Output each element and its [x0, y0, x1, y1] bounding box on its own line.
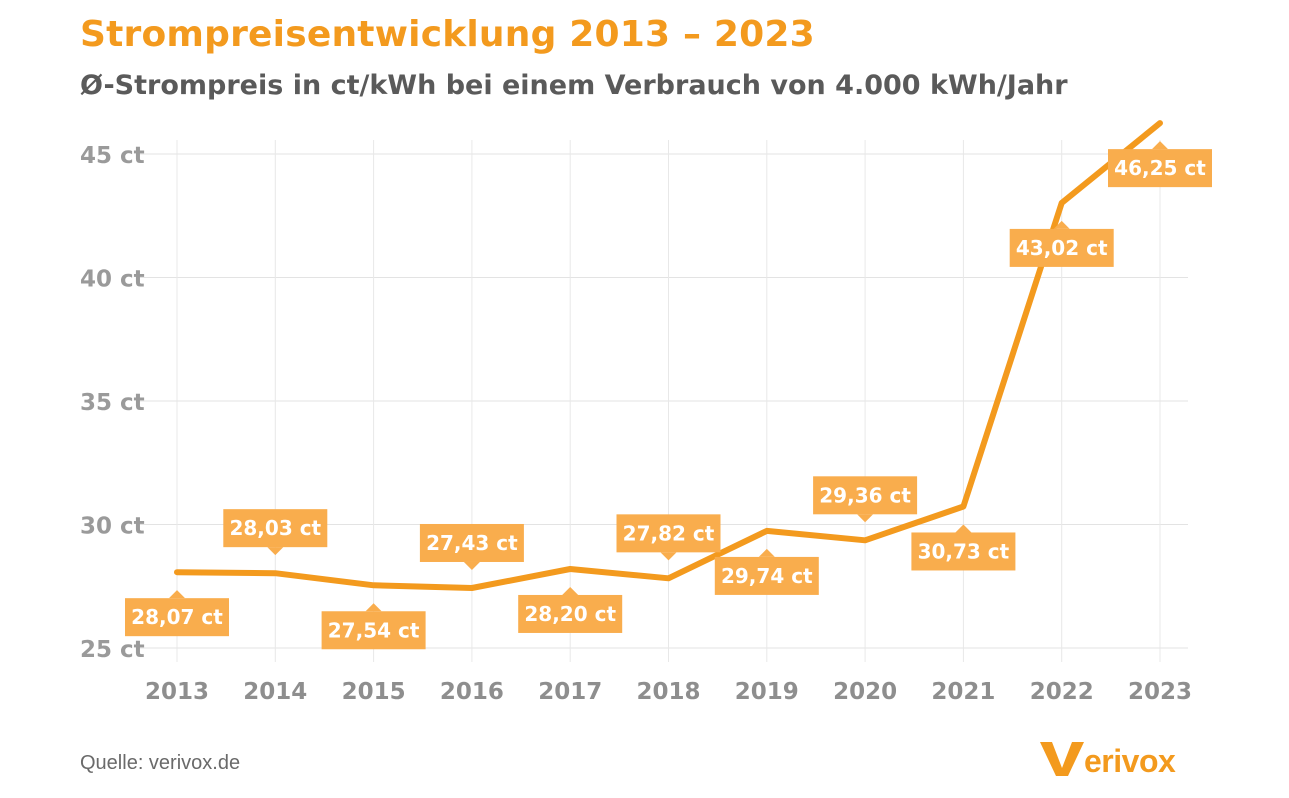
data-label-text: 30,73 ct: [918, 539, 1010, 563]
data-label-pointer: [955, 524, 972, 533]
gridlines: [140, 140, 1188, 662]
chart-title: Strompreisentwicklung 2013 – 2023: [80, 14, 815, 55]
data-label-pointer: [365, 603, 382, 612]
logo-v-mark: [1040, 742, 1084, 776]
data-label-pointer: [1053, 220, 1070, 229]
x-tick-label: 2013: [145, 679, 209, 705]
data-label-text: 27,43 ct: [426, 531, 518, 555]
data-label-text: 43,02 ct: [1016, 236, 1108, 260]
series-line-path: [174, 120, 1163, 591]
x-tick-label: 2014: [243, 679, 307, 705]
data-label-text: 46,25 ct: [1114, 156, 1206, 180]
data-label-pointer: [857, 514, 874, 523]
data-label-pointer: [758, 548, 775, 557]
data-label-text: 28,20 ct: [524, 602, 616, 626]
data-label-box: [419, 523, 524, 562]
data-label-box: [813, 476, 918, 515]
data-label: 27,82 ct: [616, 514, 721, 561]
data-label-box: [616, 514, 721, 553]
data-label-text: 27,54 ct: [328, 618, 420, 642]
chart-subtitle: Ø-Strompreis in ct/kWh bei einem Verbrau…: [80, 70, 1068, 101]
series-line: [174, 120, 1163, 591]
data-label: 46,25 ct: [1108, 141, 1212, 188]
data-label: 30,73 ct: [911, 524, 1016, 571]
data-label-box: [1009, 228, 1114, 267]
verivox-logo: erivox: [1040, 742, 1176, 779]
data-label-box: [911, 532, 1016, 571]
data-label-pointer: [1152, 141, 1168, 150]
y-tick-label: 30 ct: [80, 514, 145, 540]
x-tick-label: 2023: [1128, 679, 1192, 705]
data-label-pointer: [267, 547, 284, 556]
data-label-pointer: [169, 590, 185, 599]
data-label-pointer: [463, 561, 480, 570]
data-label: 27,54 ct: [321, 603, 426, 650]
y-tick-label: 40 ct: [80, 267, 145, 293]
data-label: 29,36 ct: [813, 476, 918, 523]
data-label: 28,07 ct: [125, 590, 229, 637]
y-tick-label: 45 ct: [80, 143, 145, 169]
data-label-box: [714, 556, 819, 595]
x-tick-label: 2022: [1030, 679, 1094, 705]
data-label-box: [518, 594, 623, 633]
x-tick-label: 2018: [636, 679, 700, 705]
data-label-text: 29,74 ct: [721, 564, 813, 588]
y-tick-label: 35 ct: [80, 390, 145, 416]
data-labels: 28,07 ct 28,03 ct 27,54 ct 27,43 ct 28,20 ct…: [125, 141, 1212, 650]
data-label: 28,03 ct: [223, 509, 328, 556]
y-axis: 25 ct 30 ct 35 ct 40 ct 45 ct: [80, 143, 145, 663]
x-tick-label: 2017: [538, 679, 602, 705]
x-tick-label: 2016: [440, 679, 504, 705]
x-tick-label: 2015: [342, 679, 406, 705]
data-label-box: [1108, 149, 1212, 188]
data-label-pointer: [660, 552, 677, 561]
x-tick-label: 2019: [735, 679, 799, 705]
data-label: 43,02 ct: [1009, 220, 1114, 267]
x-tick-label: 2021: [931, 679, 995, 705]
x-tick-label: 2020: [833, 679, 897, 705]
data-label-box: [223, 509, 328, 548]
data-label: 27,43 ct: [419, 523, 524, 570]
source-note: Quelle: verivox.de: [80, 752, 241, 774]
data-label-box: [321, 611, 426, 650]
data-label-text: 27,82 ct: [623, 521, 715, 545]
data-label: 28,20 ct: [518, 586, 623, 633]
data-label-box: [125, 598, 229, 637]
data-label-text: 28,03 ct: [229, 516, 321, 540]
data-label: 29,74 ct: [714, 548, 819, 595]
logo-wordmark: erivox: [1084, 743, 1176, 779]
data-label-text: 28,07 ct: [131, 605, 223, 629]
y-tick-label: 25 ct: [80, 637, 145, 663]
data-label-pointer: [562, 586, 579, 595]
data-label-text: 29,36 ct: [819, 483, 911, 507]
x-axis: 2013 2014 2015 2016 2017 2018 2019 2020 2021 2022…: [145, 679, 1192, 705]
